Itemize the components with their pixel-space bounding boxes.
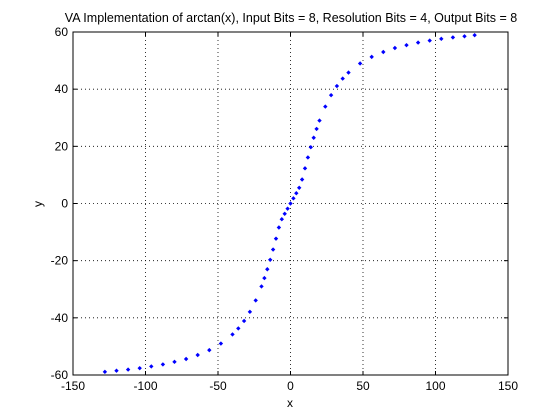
y-tick-labels: -60 -40 -20 0 20 40 60 bbox=[51, 25, 69, 382]
data-point bbox=[369, 54, 374, 60]
grid-lines bbox=[73, 32, 508, 375]
data-point bbox=[311, 135, 316, 140]
x-tick-label: -50 bbox=[209, 379, 227, 393]
data-point bbox=[270, 247, 276, 252]
data-point bbox=[314, 126, 319, 132]
x-tick-label: 150 bbox=[498, 379, 518, 393]
data-point bbox=[291, 196, 296, 201]
data-point bbox=[323, 104, 328, 109]
data-point bbox=[195, 352, 200, 358]
data-point bbox=[334, 83, 340, 89]
data-point bbox=[259, 284, 264, 289]
y-tick-label: 20 bbox=[55, 139, 69, 153]
y-tick-label: -40 bbox=[51, 311, 69, 325]
data-point bbox=[102, 369, 108, 375]
data-point bbox=[415, 40, 421, 45]
data-point bbox=[265, 267, 270, 272]
data-point bbox=[230, 332, 235, 337]
chart-title: VA Implementation of arctan(x), Input Bi… bbox=[65, 11, 517, 25]
data-point bbox=[253, 298, 258, 303]
data-point bbox=[241, 318, 247, 324]
data-point bbox=[172, 359, 177, 365]
data-point bbox=[392, 45, 398, 51]
data-point bbox=[114, 368, 119, 373]
data-point bbox=[328, 92, 334, 98]
y-axis-label: y bbox=[31, 201, 45, 207]
data-point bbox=[346, 70, 351, 75]
data-point bbox=[279, 217, 284, 222]
axis-ticks bbox=[72, 31, 509, 376]
data-point bbox=[294, 191, 299, 196]
data-points bbox=[102, 32, 477, 375]
x-tick-label: 50 bbox=[356, 379, 370, 393]
data-point bbox=[404, 42, 409, 48]
data-point bbox=[302, 166, 308, 171]
y-tick-label: -20 bbox=[51, 254, 69, 268]
x-tick-labels: -150 -100 -50 0 50 100 150 bbox=[61, 379, 518, 393]
data-point bbox=[462, 34, 467, 39]
data-point bbox=[160, 362, 166, 367]
y-tick-label: 40 bbox=[55, 82, 69, 96]
data-point bbox=[308, 144, 313, 150]
data-point bbox=[340, 76, 345, 81]
data-point bbox=[297, 185, 302, 190]
data-point bbox=[236, 326, 241, 331]
data-point bbox=[305, 155, 311, 160]
data-point bbox=[273, 236, 279, 241]
data-point bbox=[268, 257, 273, 263]
data-point bbox=[317, 118, 322, 123]
data-point bbox=[288, 201, 293, 206]
x-tick-label: 100 bbox=[425, 379, 445, 393]
data-point bbox=[357, 61, 363, 66]
data-point bbox=[262, 275, 267, 281]
data-point bbox=[207, 347, 212, 353]
data-point bbox=[299, 177, 305, 182]
data-point bbox=[149, 364, 154, 369]
data-point bbox=[276, 225, 282, 230]
data-point bbox=[247, 309, 253, 315]
y-tick-label: 60 bbox=[55, 25, 69, 39]
data-point bbox=[282, 211, 287, 216]
x-tick-label: -100 bbox=[133, 379, 157, 393]
data-point bbox=[450, 35, 456, 40]
data-point bbox=[439, 36, 444, 42]
data-point bbox=[183, 356, 189, 362]
y-tick-label: -60 bbox=[51, 368, 69, 382]
data-point bbox=[427, 38, 432, 43]
data-point bbox=[285, 206, 290, 211]
data-point bbox=[381, 49, 386, 55]
x-tick-label: -150 bbox=[61, 379, 85, 393]
x-tick-label: 0 bbox=[287, 379, 294, 393]
y-tick-label: 0 bbox=[61, 197, 68, 211]
x-axis-label: x bbox=[287, 396, 293, 410]
data-point bbox=[472, 32, 477, 38]
data-point bbox=[218, 341, 224, 346]
data-point bbox=[137, 365, 142, 371]
data-point bbox=[125, 367, 131, 372]
